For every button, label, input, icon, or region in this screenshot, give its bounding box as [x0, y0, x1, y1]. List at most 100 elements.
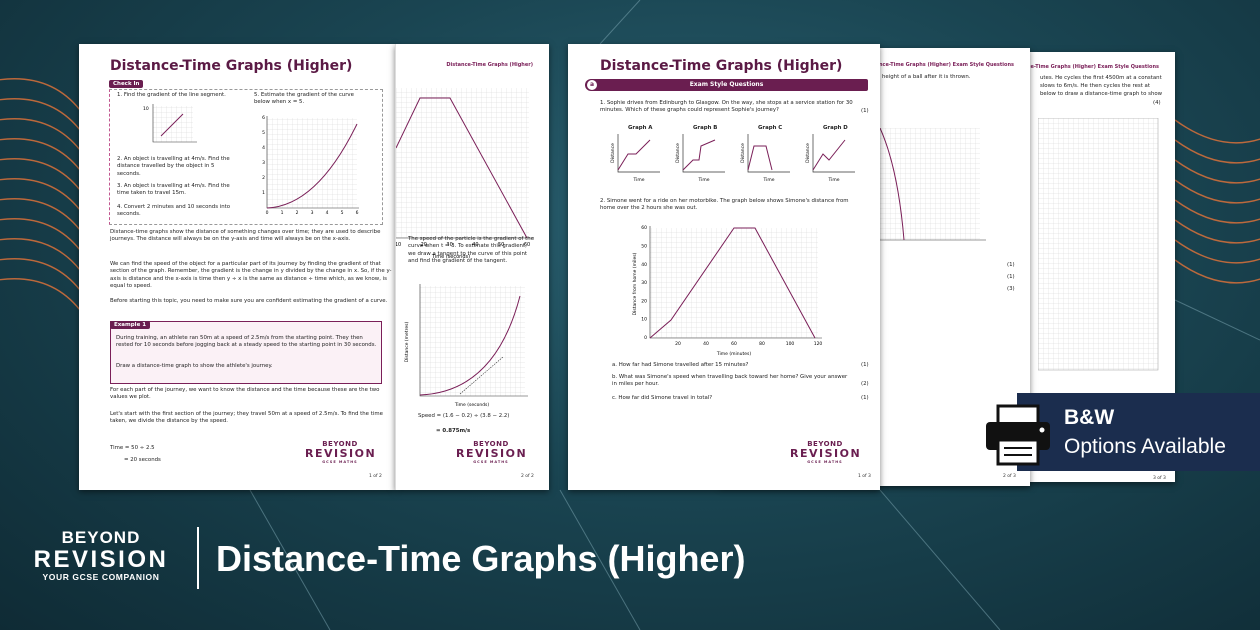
footer-logo: BEYOND REVISION GCSE MATHS [456, 440, 526, 464]
check-in-box [109, 89, 383, 225]
sheet-title: Distance-Time Graphs (Higher) [110, 58, 353, 74]
journey-graph: 10 20 30 40 50 60 Time (seconds) [396, 88, 534, 260]
axis-label: Distance [675, 143, 681, 163]
logo-text: GCSE MATHS [322, 460, 358, 464]
tick-label: 3 [262, 160, 265, 166]
page-number: 1 of 3 [858, 474, 871, 479]
example-tag: Example 1 [110, 321, 151, 329]
mark: (1) [1007, 262, 1015, 268]
example-text: Draw a distance-time graph to show the a… [116, 363, 273, 369]
tick-label: 40 [703, 341, 709, 347]
tick-label: 6 [262, 115, 265, 121]
tick-label: 30 [641, 280, 647, 286]
tick-label: 30 [446, 242, 452, 248]
tick-label: 4 [326, 210, 329, 216]
question: 5. Estimate the gradient of the curve be… [254, 92, 354, 106]
paragraph: We can find the speed of the object for … [110, 261, 392, 290]
graph-title: Graph A [628, 125, 653, 131]
example-box [110, 321, 382, 384]
graph-title: Graph B [693, 125, 718, 131]
mark: (2) [861, 381, 869, 387]
page-number: 3 of 3 [1153, 476, 1166, 481]
page-number: 1 of 2 [369, 474, 382, 479]
band-icon: a [587, 80, 597, 90]
question: 4. Convert 2 minutes and 10 seconds into… [117, 204, 231, 218]
tick-label: 50 [641, 244, 647, 250]
q1-graph: 10 [143, 104, 197, 143]
axis-label: Distance [805, 143, 811, 163]
tick-label: 4 [262, 145, 265, 151]
logo-text: BEYOND [61, 528, 141, 547]
logo-text: GCSE MATHS [473, 460, 509, 464]
working: Speed = (1.6 − 0.2) ÷ (3.8 − 2.2) [418, 413, 510, 419]
mark: (1) [861, 108, 869, 114]
logo-text: REVISION [456, 447, 528, 460]
sheet-title: Distance-Time Graphs (Higher) [600, 58, 843, 74]
graph-line [682, 139, 716, 171]
logo-text: REVISION [790, 447, 862, 460]
axes [617, 134, 660, 173]
tick-label: 5 [341, 210, 344, 216]
mark: (1) [861, 395, 869, 401]
tick-label: 0 [266, 210, 269, 216]
tick-label: 100 [786, 341, 795, 347]
question: 2. Simone went for a ride on her motorbi… [600, 198, 849, 212]
question: 2. An object is travelling at 4m/s. Find… [117, 156, 230, 177]
tick-label: 40 [472, 242, 478, 248]
tick-label: 0 [644, 335, 647, 341]
curve-graph: Distance (metres) Time (seconds) [404, 284, 528, 408]
question: 3. An object is travelling at 4m/s. Find… [117, 183, 230, 197]
mini-graph: Distance Time [805, 134, 855, 183]
axis-label: Time [697, 177, 709, 183]
graph-title: Graph D [823, 125, 848, 131]
badge-title: B&W [1064, 406, 1115, 429]
question-text: below to draw a distance-time graph to s… [1040, 91, 1163, 97]
logo-text: REVISION [305, 447, 377, 460]
sub-question: b. What was Simone's speed when travelli… [612, 374, 848, 388]
sub-question: a. How far had Simone travelled after 15… [612, 362, 749, 368]
logo-text: GCSE MATHS [807, 460, 843, 464]
page-header: Distance-Time Graphs (Higher) Exam Style… [1009, 64, 1159, 70]
axes [747, 134, 790, 173]
mini-graph: Distance Time [610, 134, 660, 183]
logo-text: YOUR GCSE COMPANION [42, 572, 160, 582]
tick-label: 10 [143, 106, 149, 112]
divider [197, 527, 199, 589]
tick-label: 10 [396, 242, 401, 248]
worksheet-page: Distance-Time Graphs (Higher) Check In 1… [79, 44, 395, 490]
paragraph: Before starting this topic, you need to … [110, 298, 388, 304]
axis-label: Distance (metres) [404, 322, 410, 363]
page-number: 2 of 3 [1003, 474, 1016, 479]
tick-label: 1 [281, 210, 284, 216]
paragraph: The speed of the particle is the gradien… [408, 236, 535, 265]
axes [682, 134, 725, 173]
tick-label: 2 [262, 175, 265, 181]
tick-label: 5 [262, 130, 265, 136]
tick-label: 60 [641, 225, 647, 231]
example-text: During training, an athlete ran 50m at a… [116, 335, 377, 349]
axis-label: Time [632, 177, 644, 183]
tick-label: 120 [814, 341, 823, 347]
axis-label: Distance [610, 143, 616, 163]
question-text: slows to 6m/s. He then cycles the rest a… [1040, 83, 1150, 89]
graph-line [617, 139, 651, 171]
tick-label: 10 [641, 317, 647, 323]
badge-subtitle: Options Available [1064, 435, 1226, 458]
graph-line [812, 139, 846, 171]
tick-label: 6 [356, 210, 359, 216]
logo-text: BEYOND [322, 440, 358, 448]
axes [812, 134, 855, 173]
brand-logo: BEYOND REVISION YOUR GCSE COMPANION [28, 528, 174, 582]
question: 1. Find the gradient of the line segment… [117, 92, 226, 98]
tick-label: 60 [731, 341, 737, 347]
footer-logo: BEYOND REVISION GCSE MATHS [790, 440, 860, 464]
tick-label: 2 [296, 210, 299, 216]
graph-title: Graph C [758, 125, 783, 131]
paragraph: Distance-time graphs show the distance o… [110, 229, 381, 243]
worksheet-page: Distance-Time Graphs (Higher) a Exam Sty… [568, 44, 880, 490]
graph-line [747, 145, 773, 171]
tick-label: 60 [524, 242, 530, 248]
